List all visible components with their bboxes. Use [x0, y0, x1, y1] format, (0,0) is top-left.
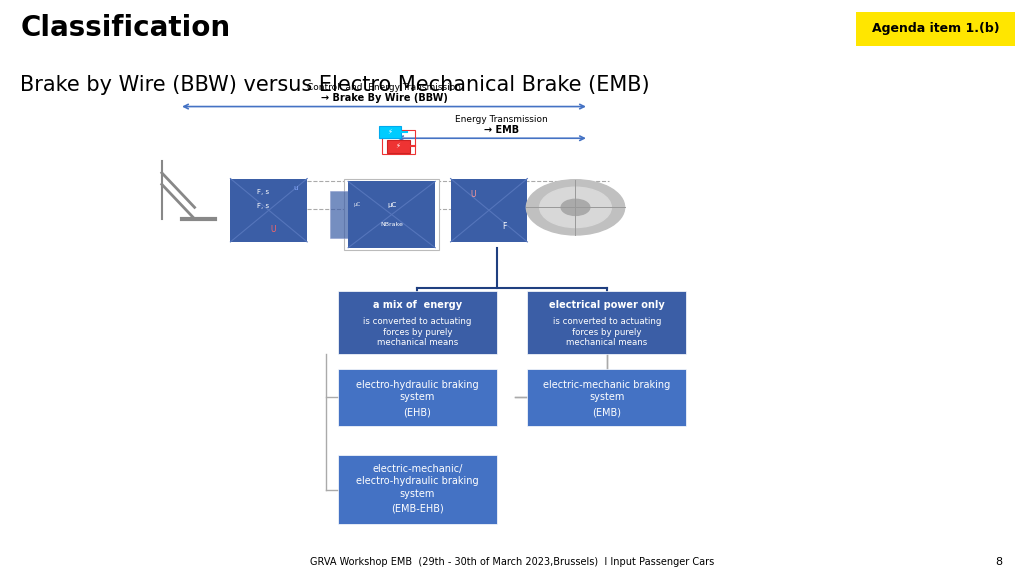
Text: → Brake By Wire (BBW): → Brake By Wire (BBW) [321, 93, 447, 103]
Text: is converted to actuating
forces by purely
mechanical means: is converted to actuating forces by pure… [553, 317, 660, 347]
FancyBboxPatch shape [338, 291, 497, 354]
Text: electrical power only: electrical power only [549, 300, 665, 310]
FancyBboxPatch shape [451, 179, 527, 242]
Circle shape [540, 187, 611, 228]
Text: (EMB): (EMB) [592, 407, 622, 418]
Text: system: system [399, 392, 435, 403]
Text: Classification: Classification [20, 14, 230, 43]
Text: system: system [589, 392, 625, 403]
Text: electro-hydraulic braking: electro-hydraulic braking [356, 380, 478, 390]
Text: Energy Transmission: Energy Transmission [456, 115, 548, 124]
Text: (EMB-EHB): (EMB-EHB) [391, 504, 443, 514]
Text: system: system [399, 489, 435, 499]
Text: electric-mechanic braking: electric-mechanic braking [543, 380, 671, 390]
Text: Agenda item 1.(b): Agenda item 1.(b) [871, 22, 999, 35]
Text: a mix of  energy: a mix of energy [373, 300, 462, 310]
FancyBboxPatch shape [527, 369, 686, 426]
Text: Brake by Wire (BBW) versus Electro Mechanical Brake (EMB): Brake by Wire (BBW) versus Electro Mecha… [20, 75, 650, 95]
Text: NBrake: NBrake [380, 222, 403, 227]
Text: → EMB: → EMB [484, 125, 519, 135]
Text: (EHB): (EHB) [403, 407, 431, 418]
FancyBboxPatch shape [330, 191, 386, 238]
FancyBboxPatch shape [230, 179, 307, 242]
FancyBboxPatch shape [856, 12, 1015, 46]
Text: F: F [502, 222, 507, 230]
Text: F, s: F, s [257, 203, 269, 209]
Text: 8: 8 [995, 556, 1001, 567]
FancyBboxPatch shape [348, 181, 435, 248]
Text: electric-mechanic/: electric-mechanic/ [372, 464, 463, 474]
Text: F, s: F, s [257, 190, 269, 195]
Text: μC: μC [354, 202, 361, 207]
Circle shape [526, 180, 625, 235]
FancyBboxPatch shape [387, 140, 410, 153]
FancyBboxPatch shape [379, 126, 401, 138]
Text: U: U [270, 225, 275, 234]
Text: U: U [471, 190, 476, 199]
FancyBboxPatch shape [338, 369, 497, 426]
Text: Control  and  Energy Transmission: Control and Energy Transmission [307, 83, 461, 92]
Text: μC: μC [387, 202, 396, 207]
Text: ⚡: ⚡ [396, 143, 400, 149]
Circle shape [561, 199, 590, 215]
Text: ⚡: ⚡ [388, 129, 392, 135]
FancyBboxPatch shape [344, 179, 439, 250]
Text: GRVA Workshop EMB  (29th - 30th of March 2023,Brussels)  I Input Passenger Cars: GRVA Workshop EMB (29th - 30th of March … [310, 556, 714, 567]
Text: electro-hydraulic braking: electro-hydraulic braking [356, 476, 478, 486]
Text: u: u [294, 185, 298, 191]
FancyBboxPatch shape [527, 291, 686, 354]
FancyBboxPatch shape [338, 455, 497, 524]
Text: is converted to actuating
forces by purely
mechanical means: is converted to actuating forces by pure… [364, 317, 471, 347]
